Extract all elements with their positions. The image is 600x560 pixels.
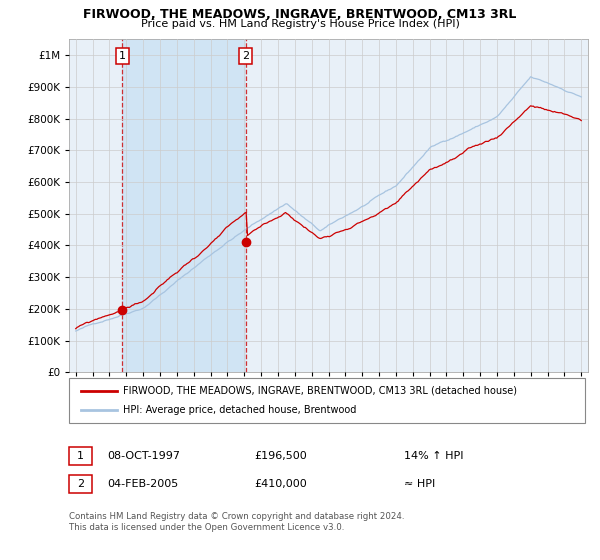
Text: 1: 1 (77, 451, 84, 461)
Text: ≈ HPI: ≈ HPI (404, 479, 435, 489)
Text: FIRWOOD, THE MEADOWS, INGRAVE, BRENTWOOD, CM13 3RL (detached house): FIRWOOD, THE MEADOWS, INGRAVE, BRENTWOOD… (123, 385, 517, 395)
Text: 04-FEB-2005: 04-FEB-2005 (107, 479, 178, 489)
Text: £410,000: £410,000 (254, 479, 307, 489)
Text: Contains HM Land Registry data © Crown copyright and database right 2024.
This d: Contains HM Land Registry data © Crown c… (69, 512, 404, 532)
Text: 1: 1 (119, 51, 126, 61)
Text: £196,500: £196,500 (254, 451, 307, 461)
Text: 2: 2 (242, 51, 250, 61)
Text: 08-OCT-1997: 08-OCT-1997 (107, 451, 180, 461)
Text: 2: 2 (77, 479, 84, 489)
Text: 14% ↑ HPI: 14% ↑ HPI (404, 451, 463, 461)
Text: FIRWOOD, THE MEADOWS, INGRAVE, BRENTWOOD, CM13 3RL: FIRWOOD, THE MEADOWS, INGRAVE, BRENTWOOD… (83, 8, 517, 21)
Text: HPI: Average price, detached house, Brentwood: HPI: Average price, detached house, Bren… (123, 405, 356, 416)
Bar (122, 39, 246, 372)
Text: Price paid vs. HM Land Registry's House Price Index (HPI): Price paid vs. HM Land Registry's House … (140, 19, 460, 29)
